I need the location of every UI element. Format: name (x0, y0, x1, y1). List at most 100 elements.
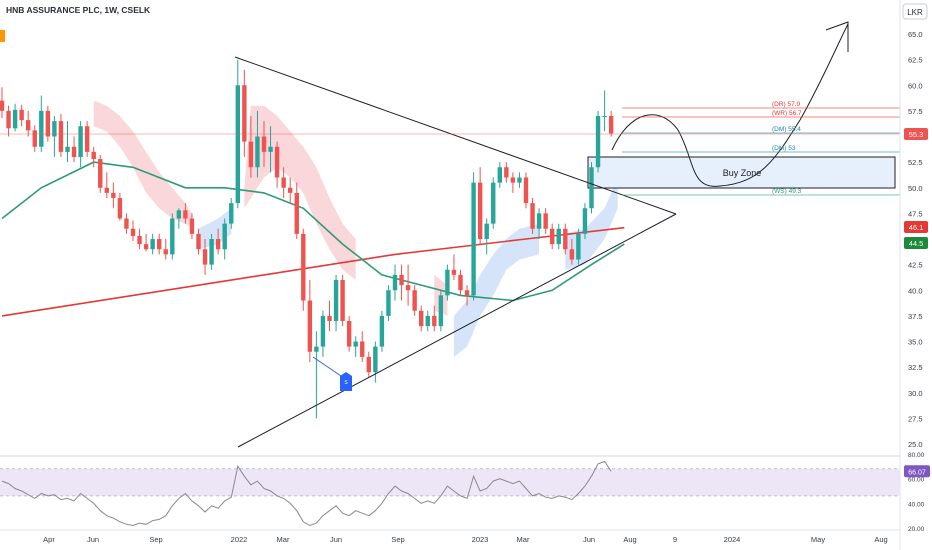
ma-long-badge: 46.1 (909, 223, 924, 232)
candle-body (602, 116, 607, 117)
price-tick-label: 27.5 (908, 414, 923, 423)
candle-body (346, 321, 352, 347)
pivot-label: (WR) 56.7 (772, 110, 802, 117)
candle-body (333, 280, 339, 321)
candle-body (425, 315, 430, 327)
rsi-band (0, 468, 900, 496)
candle-body (288, 187, 293, 193)
price-axis[interactable]: 65.062.560.057.555.052.550.047.545.042.5… (899, 0, 928, 550)
rsi-tick-label: 60.00 (908, 477, 925, 484)
candle-body (399, 274, 404, 286)
candle-body (353, 341, 358, 347)
marker-connector (312, 356, 345, 379)
time-tick-label: Jun (583, 535, 595, 544)
drawings: S (0, 21, 849, 448)
candle-body (143, 244, 149, 250)
candle-body (595, 116, 601, 168)
candle-body (255, 136, 260, 168)
candle-body (32, 130, 37, 147)
candle-body (157, 239, 162, 250)
candle-body (104, 187, 109, 193)
candle-body (582, 208, 588, 234)
price-tick-label: 30.0 (908, 389, 923, 398)
candle-body (78, 126, 83, 157)
candle-body (517, 177, 522, 183)
candle-body (209, 239, 214, 265)
candle-body (314, 346, 319, 352)
time-axis[interactable]: Apr Jun Sep 2022 Mar Jun Sep 2023 Mar Jun Aug 9 2024… (0, 529, 900, 544)
projection-curve (611, 23, 849, 187)
candle-body (432, 315, 437, 327)
candle-body (373, 346, 378, 373)
candle-body (52, 121, 57, 137)
ma-short-badge-bg (904, 237, 928, 249)
candle-body (445, 269, 450, 296)
candle-body (464, 290, 470, 296)
signal-marker (340, 372, 352, 391)
price-tick-label: 60.0 (908, 81, 923, 90)
candle-body (550, 228, 555, 245)
candle-body (111, 192, 116, 198)
rsi-pane: 80.00 60.00 40.00 20.00 66.07 (0, 452, 930, 533)
candle-body (229, 203, 234, 224)
time-tick-label: Jun (87, 535, 99, 544)
candle-body (608, 116, 614, 134)
candle-body (543, 213, 548, 229)
currency-label[interactable]: LKR (907, 8, 923, 17)
top-left-marker (0, 30, 5, 42)
candle-body (484, 223, 489, 239)
buy-zone-label: Buy Zone (723, 168, 762, 178)
ma-short-line (1, 161, 625, 302)
candle-body (98, 159, 103, 188)
candle-body (438, 295, 444, 327)
time-tick-label: Jun (330, 535, 342, 544)
candle-body (215, 239, 221, 250)
candle-body (235, 85, 240, 204)
time-tick-label: 2022 (231, 535, 248, 544)
ma-short-badge: 44.5 (909, 239, 924, 248)
candle-body (392, 274, 398, 291)
time-tick-label: Mar (277, 535, 290, 544)
candle-body (222, 223, 227, 250)
candle-body (124, 218, 129, 229)
pivot-label: (WS) 49.3 (772, 188, 802, 195)
candle-body (91, 151, 96, 160)
rsi-badge: 66.07 (908, 469, 926, 476)
ma-long-line (1, 226, 625, 317)
time-tick-label: Sep (391, 535, 404, 544)
candle-body (451, 269, 457, 275)
triangle-upper-line (234, 56, 677, 215)
price-tick-label: 65.0 (908, 30, 923, 39)
candle-body (71, 146, 77, 157)
candle-body (65, 146, 70, 152)
candle-body (477, 182, 483, 239)
candle-body (202, 249, 208, 265)
candle-body (137, 235, 142, 245)
time-tick-label: Apr (43, 535, 55, 544)
candle-body (307, 300, 313, 352)
candle-body (530, 203, 535, 229)
triangle-lower-line (237, 213, 677, 448)
candle-body (510, 177, 516, 183)
candle-body (497, 167, 502, 183)
candle-body (6, 110, 11, 129)
candle-body (360, 341, 365, 357)
price-tick-label: 47.5 (908, 209, 923, 218)
candle-body (301, 233, 306, 301)
candle-body (248, 141, 254, 168)
buy-zone: Buy Zone (587, 156, 896, 189)
price-tick-label: 40.0 (908, 286, 923, 295)
candle-body (471, 182, 476, 296)
bear-cloud (93, 100, 192, 229)
candle-body (589, 167, 594, 209)
candle-body (366, 356, 371, 373)
candle-body (261, 136, 267, 152)
last-price-badge-bg (904, 128, 928, 140)
candle-body (196, 233, 201, 250)
currency-badge[interactable] (902, 3, 928, 20)
last-price-badge: 55.3 (909, 130, 924, 139)
candle-body (130, 228, 136, 236)
candle-body (12, 109, 18, 129)
price-tick-label: 57.5 (908, 107, 923, 116)
